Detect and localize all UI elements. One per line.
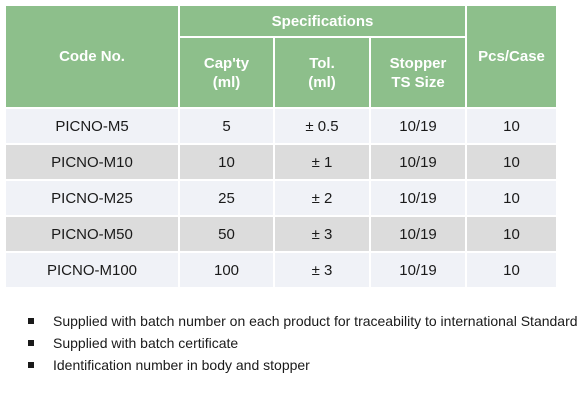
header-specifications: Specifications bbox=[177, 4, 468, 38]
list-item: Supplied with batch certificate bbox=[28, 332, 580, 354]
bullet-square-icon bbox=[28, 340, 34, 346]
table-row: PICNO-M25 25 ± 2 10/19 10 bbox=[4, 179, 559, 217]
cell-tolerance: ± 0.5 bbox=[273, 107, 371, 145]
header-code-no: Code No. bbox=[4, 4, 180, 109]
specifications-table: Code No. Specifications Pcs/Case Cap'ty … bbox=[4, 4, 559, 289]
cell-capacity: 50 bbox=[178, 215, 275, 253]
notes-list: Supplied with batch number on each produ… bbox=[28, 310, 580, 376]
bullet-square-icon bbox=[28, 362, 34, 368]
cell-pcs: 10 bbox=[465, 215, 559, 253]
cell-code: PICNO-M100 bbox=[4, 251, 180, 289]
header-stopper-line2: TS Size bbox=[391, 73, 445, 91]
list-item: Supplied with batch number on each produ… bbox=[28, 310, 580, 332]
header-capacity: Cap'ty (ml) bbox=[178, 36, 275, 109]
cell-code: PICNO-M10 bbox=[4, 143, 180, 181]
header-tolerance-line1: Tol. bbox=[309, 54, 335, 72]
table-row: PICNO-M10 10 ± 1 10/19 10 bbox=[4, 143, 559, 181]
cell-capacity: 25 bbox=[178, 179, 275, 217]
header-capacity-line2: (ml) bbox=[212, 73, 241, 91]
cell-code: PICNO-M25 bbox=[4, 179, 180, 217]
cell-tolerance: ± 2 bbox=[273, 179, 371, 217]
note-text: Identification number in body and stoppe… bbox=[53, 357, 310, 373]
header-stopper: Stopper TS Size bbox=[368, 36, 468, 109]
cell-tolerance: ± 3 bbox=[273, 251, 371, 289]
note-text: Supplied with batch number on each produ… bbox=[53, 313, 578, 329]
cell-tolerance: ± 1 bbox=[273, 143, 371, 181]
cell-capacity: 10 bbox=[178, 143, 275, 181]
note-text: Supplied with batch certificate bbox=[53, 335, 239, 351]
cell-capacity: 5 bbox=[178, 107, 275, 145]
table-row: PICNO-M5 5 ± 0.5 10/19 10 bbox=[4, 107, 559, 145]
header-tolerance: Tol. (ml) bbox=[273, 36, 371, 109]
cell-pcs: 10 bbox=[465, 251, 559, 289]
cell-code: PICNO-M5 bbox=[4, 107, 180, 145]
cell-capacity: 100 bbox=[178, 251, 275, 289]
header-tolerance-line2: (ml) bbox=[308, 73, 336, 91]
table-row: PICNO-M100 100 ± 3 10/19 10 bbox=[4, 251, 559, 289]
table-row: PICNO-M50 50 ± 3 10/19 10 bbox=[4, 215, 559, 253]
cell-pcs: 10 bbox=[465, 179, 559, 217]
cell-tolerance: ± 3 bbox=[273, 215, 371, 253]
header-pcs-case: Pcs/Case bbox=[465, 4, 559, 109]
cell-stopper: 10/19 bbox=[368, 179, 468, 217]
header-stopper-line1: Stopper bbox=[389, 54, 447, 72]
cell-stopper: 10/19 bbox=[368, 215, 468, 253]
cell-stopper: 10/19 bbox=[368, 107, 468, 145]
cell-code: PICNO-M50 bbox=[4, 215, 180, 253]
cell-stopper: 10/19 bbox=[368, 251, 468, 289]
cell-pcs: 10 bbox=[465, 107, 559, 145]
header-capacity-line1: Cap'ty bbox=[203, 54, 250, 72]
cell-stopper: 10/19 bbox=[368, 143, 468, 181]
bullet-square-icon bbox=[28, 318, 34, 324]
cell-pcs: 10 bbox=[465, 143, 559, 181]
list-item: Identification number in body and stoppe… bbox=[28, 354, 580, 376]
